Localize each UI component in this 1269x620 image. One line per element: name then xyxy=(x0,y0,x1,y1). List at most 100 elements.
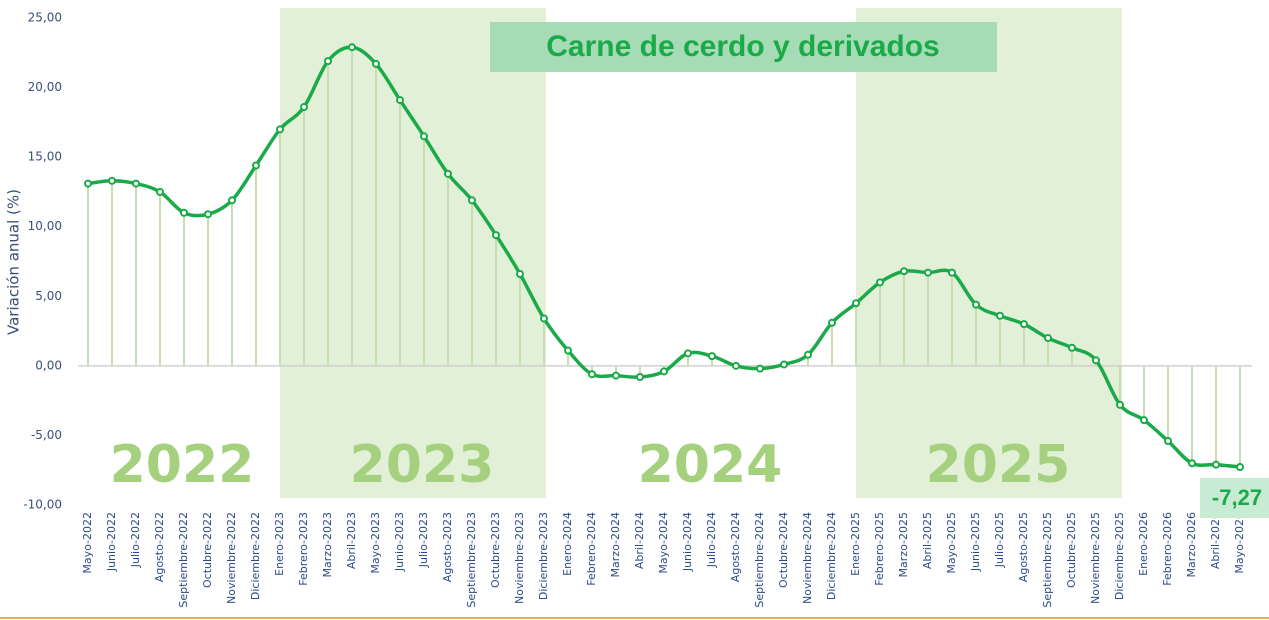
x-tick-label: Noviembre-2023 xyxy=(513,512,526,604)
year-band xyxy=(280,8,546,498)
x-tick-label: Octubre-2025 xyxy=(1065,512,1078,588)
data-point xyxy=(1212,460,1220,469)
x-tick-label: Octubre-2024 xyxy=(777,512,790,588)
data-point xyxy=(324,57,332,66)
x-tick-label: Agosto-2023 xyxy=(441,512,454,582)
data-point xyxy=(636,372,644,381)
data-point xyxy=(84,179,92,188)
data-point xyxy=(516,270,524,279)
y-axis-title: Variación anual (%) xyxy=(5,189,23,335)
data-point xyxy=(732,361,740,370)
y-tick-label: 0,00 xyxy=(35,358,62,372)
y-tick-label: -10,00 xyxy=(23,498,62,512)
x-tick-label: Marzo-2023 xyxy=(321,512,334,577)
title-box xyxy=(490,22,997,72)
data-point xyxy=(468,196,476,205)
x-tick-label: Julio-2024 xyxy=(705,512,718,568)
data-point xyxy=(564,346,572,355)
data-point xyxy=(612,371,620,380)
x-tick-label: Octubre-2022 xyxy=(201,512,214,588)
data-point xyxy=(804,350,812,359)
y-tick-label: 5,00 xyxy=(35,289,62,303)
x-tick-label: Septiembre-2024 xyxy=(753,512,766,608)
value-label-box xyxy=(1200,478,1269,518)
data-point xyxy=(204,210,212,219)
x-tick-label: Mayo-2022 xyxy=(81,512,94,574)
data-point xyxy=(684,349,692,358)
data-point xyxy=(708,352,716,361)
data-point xyxy=(1188,459,1196,468)
data-point xyxy=(1020,320,1028,329)
data-point xyxy=(1164,436,1172,445)
x-tick-label: Noviembre-2025 xyxy=(1089,512,1102,604)
y-tick-label: 15,00 xyxy=(28,150,62,164)
data-point xyxy=(1068,343,1076,352)
data-point xyxy=(396,96,404,105)
x-tick-label: Noviembre-2022 xyxy=(225,512,238,604)
data-point xyxy=(156,187,164,196)
data-point xyxy=(756,364,764,373)
data-point xyxy=(228,196,236,205)
data-point xyxy=(1092,356,1100,365)
x-tick-label: Abril-2025 xyxy=(921,512,934,569)
x-tick-label: Junio-2025 xyxy=(969,512,982,572)
year-label: 2025 xyxy=(926,435,1071,495)
data-point xyxy=(900,267,908,276)
x-tick-label: Junio-2023 xyxy=(393,512,406,572)
data-point xyxy=(924,268,932,277)
data-point xyxy=(252,161,260,170)
y-tick-label: -5,00 xyxy=(31,428,62,442)
year-label: 2024 xyxy=(638,435,783,495)
data-point xyxy=(660,367,668,376)
x-tick-label: Septiembre-2025 xyxy=(1041,512,1054,608)
y-tick-label: 10,00 xyxy=(28,219,62,233)
x-tick-label: Mayo-2024 xyxy=(657,512,670,574)
data-point xyxy=(780,360,788,369)
data-point xyxy=(948,268,956,277)
data-point xyxy=(588,370,596,379)
data-point xyxy=(444,169,452,178)
x-tick-label: Marzo-2025 xyxy=(897,512,910,577)
x-tick-label: Mayo-2026 xyxy=(1233,512,1246,574)
year-label: 2023 xyxy=(350,435,495,495)
x-tick-label: Enero-2025 xyxy=(849,512,862,576)
data-point xyxy=(852,299,860,308)
x-tick-label: Diciembre-2024 xyxy=(825,512,838,600)
year-label: 2022 xyxy=(110,435,255,495)
x-tick-label: Marzo-2026 xyxy=(1185,512,1198,577)
data-point xyxy=(180,208,188,217)
x-tick-label: Junio-2022 xyxy=(105,512,118,572)
x-tick-label: Julio-2025 xyxy=(993,512,1006,568)
chart-title: Carne de cerdo y derivados xyxy=(546,30,940,63)
data-point xyxy=(1116,400,1124,409)
data-point xyxy=(876,278,884,287)
data-point xyxy=(1236,463,1244,472)
data-point xyxy=(1140,416,1148,425)
x-tick-label: Septiembre-2023 xyxy=(465,512,478,608)
data-point xyxy=(1044,334,1052,343)
x-tick-label: Agosto-2025 xyxy=(1017,512,1030,582)
year-band xyxy=(856,8,1122,498)
value-label: -7,27 xyxy=(1212,485,1262,510)
x-tick-label: Abril-2024 xyxy=(633,512,646,569)
x-tick-label: Mayo-2025 xyxy=(945,512,958,574)
x-tick-label: Julio-2022 xyxy=(129,512,142,568)
y-tick-label: 25,00 xyxy=(28,11,62,25)
x-tick-label: Febrero-2026 xyxy=(1161,512,1174,586)
data-point xyxy=(276,125,284,134)
data-point xyxy=(492,231,500,240)
x-tick-label: Diciembre-2023 xyxy=(537,512,550,600)
x-tick-label: Junio-2024 xyxy=(681,512,694,572)
data-point xyxy=(540,314,548,323)
x-tick-label: Diciembre-2022 xyxy=(249,512,262,600)
data-point xyxy=(996,311,1004,320)
y-tick-label: 20,00 xyxy=(28,80,62,94)
data-point xyxy=(300,103,308,112)
x-tick-label: Septiembre-2022 xyxy=(177,512,190,608)
data-point xyxy=(972,300,980,309)
x-tick-label: Agosto-2022 xyxy=(153,512,166,582)
x-tick-label: Julio-2023 xyxy=(417,512,430,568)
x-tick-label: Abril-2026 xyxy=(1209,512,1222,569)
data-point xyxy=(372,59,380,68)
